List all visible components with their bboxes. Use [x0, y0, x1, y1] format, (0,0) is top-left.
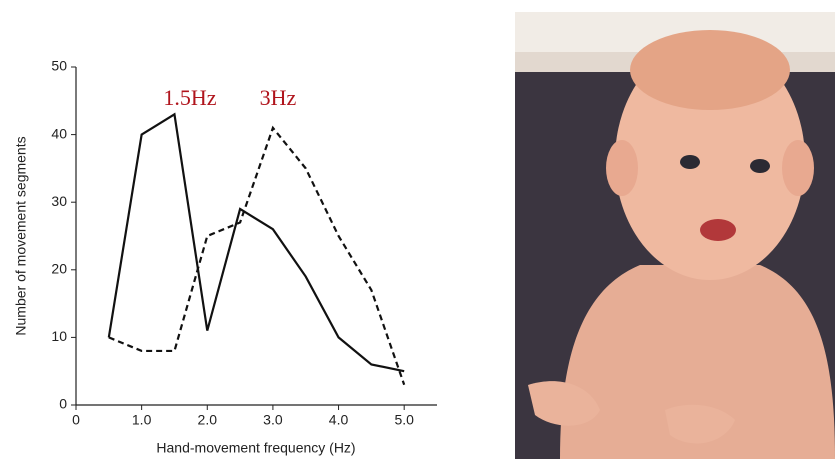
- y-tick-label: 30: [51, 193, 67, 209]
- photo: [515, 12, 835, 459]
- annotation: 1.5Hz: [163, 85, 216, 110]
- x-tick-label: 5.0: [394, 412, 414, 428]
- x-tick-label: 3.0: [263, 412, 283, 428]
- y-tick-label: 0: [59, 396, 67, 412]
- x-tick-label: 1.0: [132, 412, 152, 428]
- y-tick-label: 20: [51, 261, 67, 277]
- series-line: [108, 125, 406, 386]
- y-tick-label: 40: [51, 125, 67, 141]
- series-line: [107, 112, 405, 373]
- y-tick-label: 10: [51, 328, 67, 344]
- x-tick-label: 2.0: [198, 412, 218, 428]
- x-tick-label: 0: [72, 412, 80, 428]
- y-axis-label: Number of movement segments: [13, 136, 29, 335]
- y-tick-label: 50: [51, 58, 67, 74]
- x-tick-label: 4.0: [329, 412, 349, 428]
- x-axis-label: Hand-movement frequency (Hz): [156, 440, 355, 456]
- annotation: 3Hz: [260, 85, 297, 110]
